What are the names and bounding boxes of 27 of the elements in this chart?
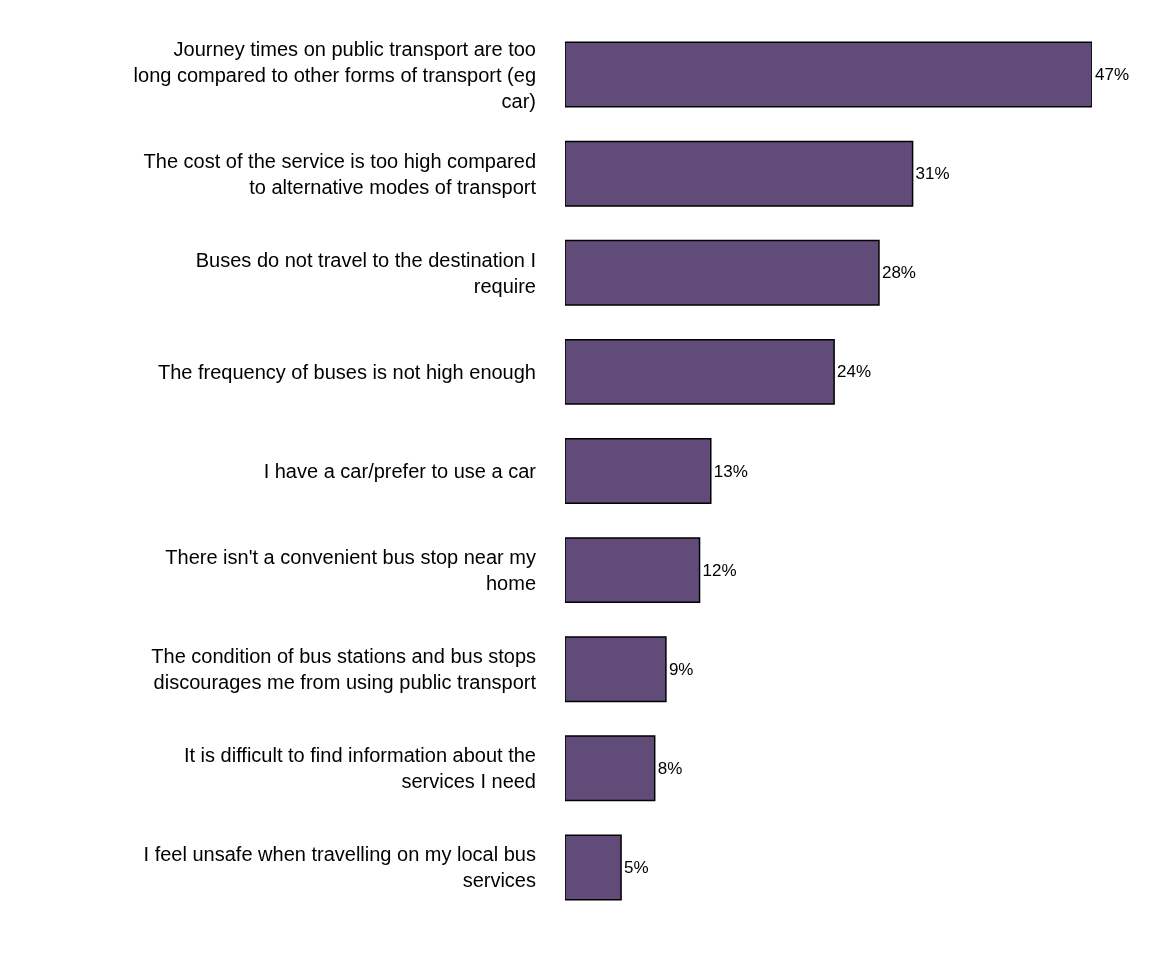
bar xyxy=(565,41,1092,108)
bar xyxy=(565,239,880,306)
data-label: 8% xyxy=(657,758,683,778)
y-tick-label: It is difficult to find information about the services I need xyxy=(183,744,536,793)
y-tick-label: Journey times on public transport are too long compared to other forms of transport (eg car) xyxy=(133,37,536,112)
y-tick-label: The frequency of buses is not high enough xyxy=(157,360,536,383)
data-label: 47% xyxy=(1095,65,1130,85)
bar xyxy=(565,438,712,504)
bar xyxy=(565,636,667,703)
bar xyxy=(565,735,656,802)
y-tick-label: There isn't a convenient bus stop near my home xyxy=(165,546,536,595)
y-tick-label: The cost of the service is too high compared to alternative modes of transport xyxy=(143,149,537,198)
data-label: 24% xyxy=(837,362,872,382)
y-tick-label: Buses do not travel to the destination I require xyxy=(195,248,536,297)
bar xyxy=(565,834,622,901)
y-tick-label: I have a car/prefer to use a car xyxy=(263,460,537,482)
data-label: 9% xyxy=(668,659,694,679)
data-label: 13% xyxy=(713,461,748,481)
data-label: 12% xyxy=(702,560,737,580)
y-tick-label: I feel unsafe when travelling on my local bus services xyxy=(143,843,536,892)
y-tick-label: The condition of bus stations and bus stops discourages me from using public transport xyxy=(151,645,537,694)
bar xyxy=(565,338,835,405)
data-label: 31% xyxy=(915,164,950,184)
bar xyxy=(565,140,914,207)
data-label: 28% xyxy=(881,263,916,283)
data-label: 5% xyxy=(624,857,649,877)
bar xyxy=(565,537,701,604)
